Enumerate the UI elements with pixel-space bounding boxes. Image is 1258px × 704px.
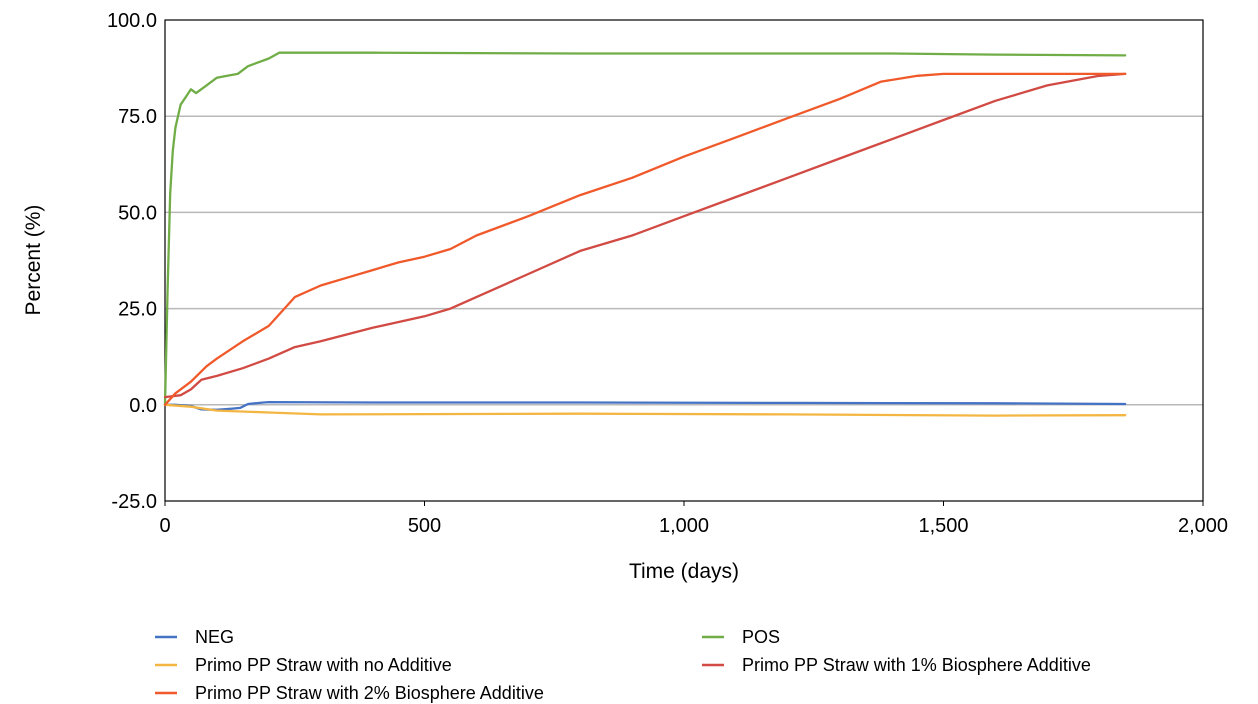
legend-label-3: Primo PP Straw with 1% Biosphere Additiv… — [742, 655, 1091, 675]
gridlines — [165, 115, 1203, 406]
x-tick-label-0: 0 — [159, 515, 170, 537]
y-tick-label-4: 75.0 — [118, 106, 157, 128]
x-tick-label-1: 500 — [408, 515, 441, 537]
y-tick-label-5: 100.0 — [107, 10, 157, 32]
plot-area-border — [164, 19, 1204, 502]
y-tick-label-1: 0.0 — [129, 395, 157, 417]
y-tick-label-3: 50.0 — [118, 202, 157, 224]
y-tick-label-0: -25.0 — [111, 491, 157, 513]
y-axis-ticks: -25.0 0.0 25.0 50.0 75.0 100.0 — [107, 10, 157, 513]
legend-label-1: POS — [742, 627, 780, 647]
legend-label-4: Primo PP Straw with 2% Biosphere Additiv… — [195, 683, 544, 703]
series-line-2 — [163, 403, 1127, 417]
x-axis-title: Time (days) — [629, 560, 739, 583]
x-tick-label-3: 1,500 — [918, 515, 968, 537]
series-line-0 — [163, 400, 1127, 411]
x-tick-label-2: 1,000 — [659, 515, 709, 537]
legend-label-2: Primo PP Straw with no Additive — [195, 655, 452, 675]
y-tick-label-2: 25.0 — [118, 299, 157, 321]
x-tick-label-4: 2,000 — [1178, 515, 1228, 537]
series-line-1 — [163, 51, 1127, 406]
y-axis-title: Percent (%) — [22, 205, 45, 316]
x-axis-ticks: 0 500 1,000 1,500 2,000 — [159, 501, 1228, 537]
series-line-3 — [163, 72, 1127, 399]
series-lines — [163, 51, 1127, 417]
series-line-4 — [163, 72, 1127, 406]
legend-label-0: NEG — [195, 627, 234, 647]
legend: NEG POS Primo PP Straw with no Additive Pri… — [155, 627, 1091, 703]
